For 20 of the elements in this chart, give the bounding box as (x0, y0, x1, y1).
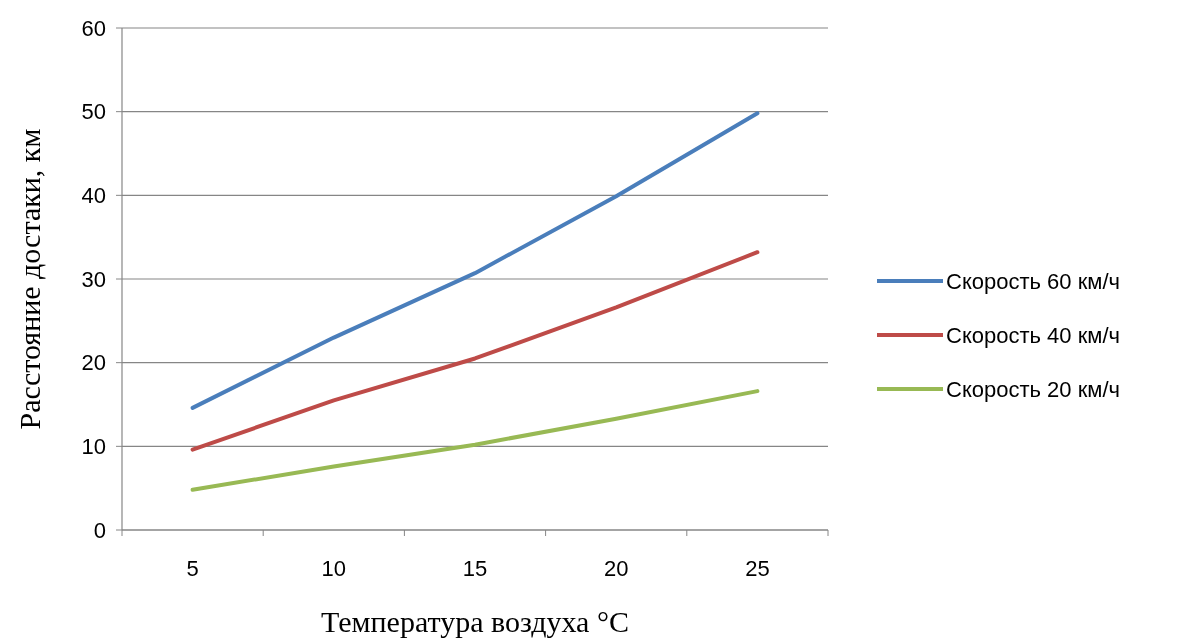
x-tick-label: 25 (745, 556, 770, 581)
y-tick-label: 0 (93, 517, 106, 543)
x-tick-label: 10 (321, 556, 347, 581)
y-tick-label: 20 (81, 350, 106, 376)
x-axis-title: Температура воздуха °C (321, 605, 629, 638)
x-tick-label: 15 (462, 556, 488, 581)
y-tick-label: 10 (81, 434, 106, 460)
legend-label: Скорость 60 км/ч (946, 268, 1121, 294)
legend-label: Скорость 20 км/ч (946, 376, 1121, 402)
y-tick-label: 40 (81, 183, 106, 209)
line-series (190, 389, 760, 492)
legend-label: Скорость 40 км/ч (946, 322, 1121, 348)
line-series (190, 111, 760, 410)
y-tick-label: 60 (81, 15, 106, 41)
x-tick-label: 5 (186, 556, 199, 581)
y-axis-title: Расстояние достаки, км (13, 128, 46, 430)
y-tick-label: 50 (81, 99, 106, 125)
x-tick-label: 20 (603, 556, 629, 581)
line-series (190, 250, 760, 452)
y-tick-label: 30 (81, 266, 106, 292)
